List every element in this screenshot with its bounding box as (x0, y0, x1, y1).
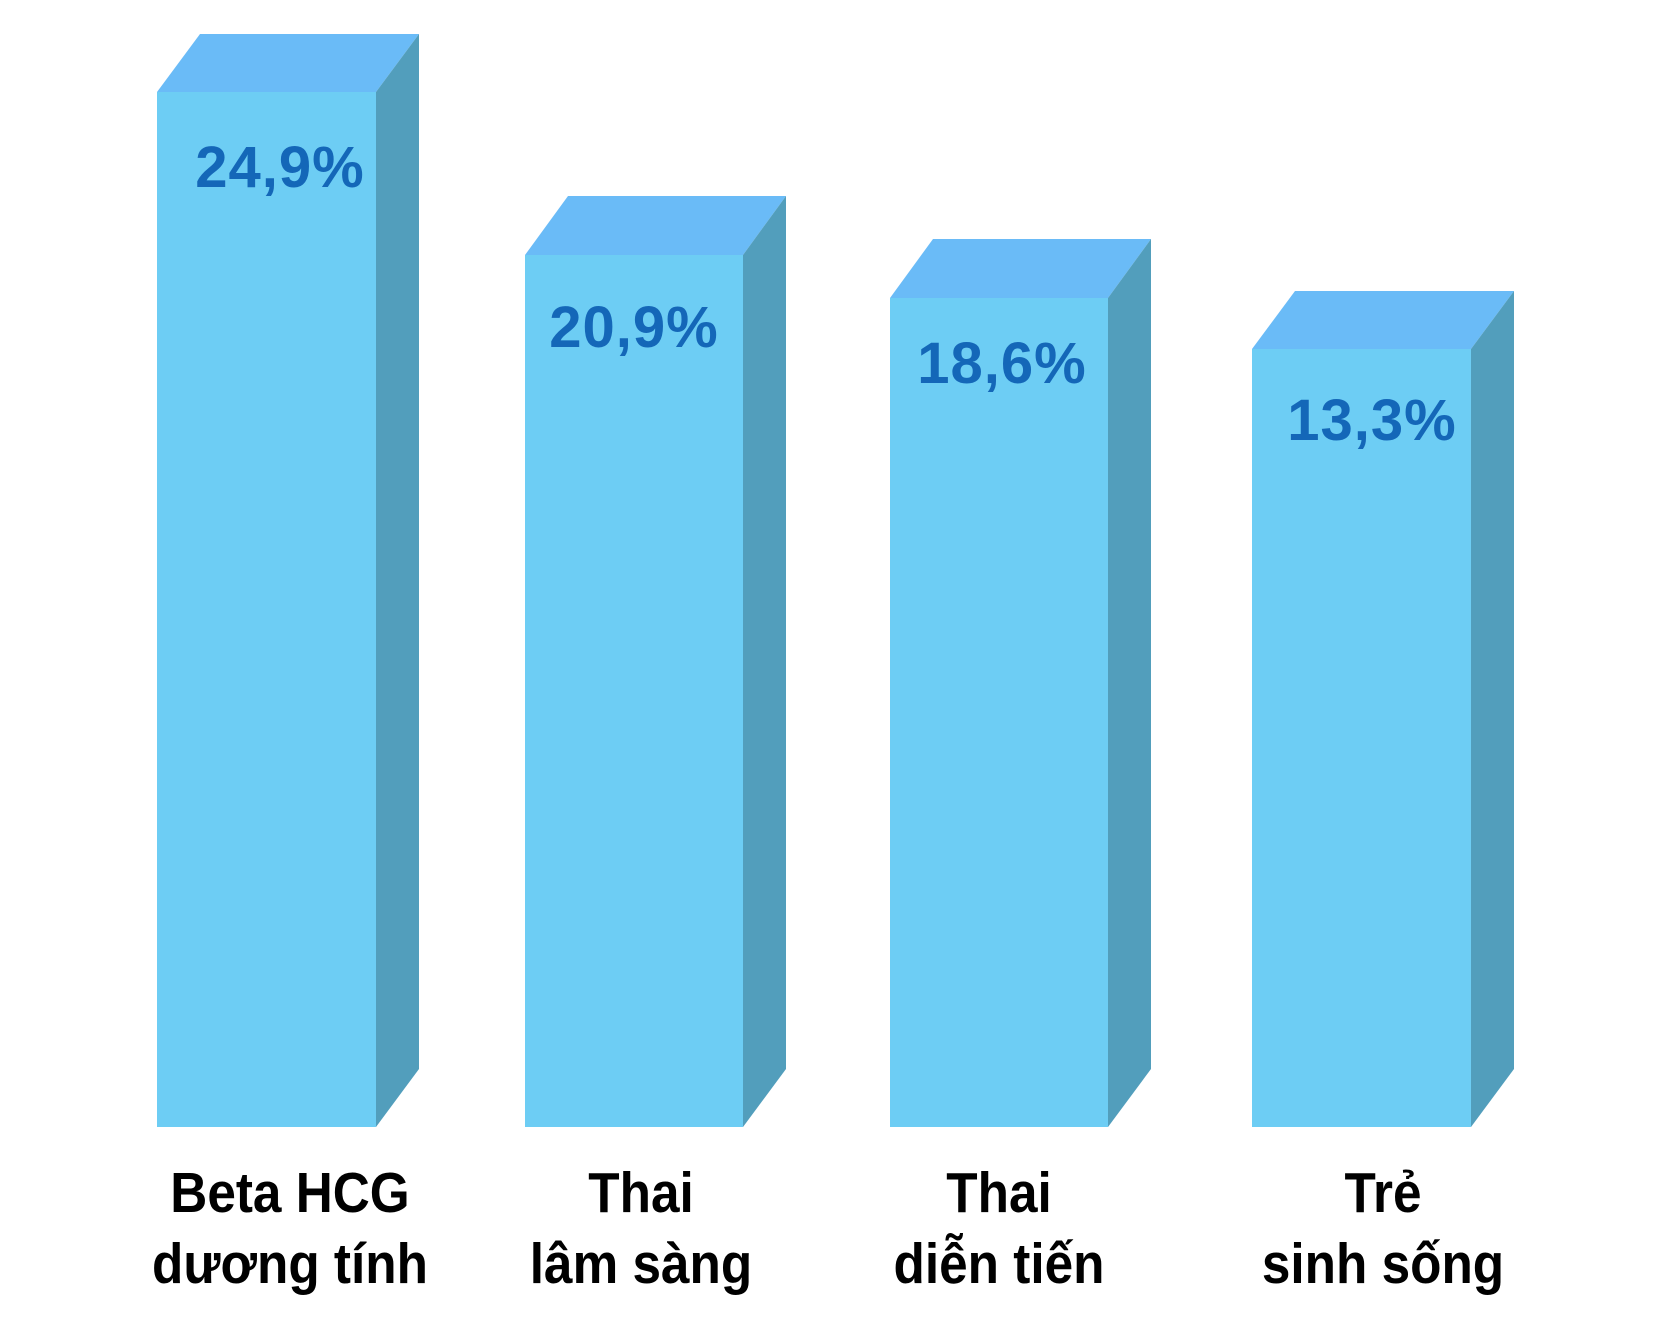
bar-thai-dien-tien (890, 239, 1151, 1127)
bar-thai-lam-sang (525, 196, 786, 1127)
category-label-line-1: Trẻ (1344, 1161, 1422, 1225)
category-label-line-2: dương tính (152, 1232, 428, 1296)
category-label-beta-hcg: Beta HCG dương tính (110, 1158, 470, 1300)
bar-top-face (890, 239, 1151, 298)
bar-front-face (890, 298, 1108, 1127)
bar-side-face (376, 34, 419, 1127)
bar-side-face (743, 196, 786, 1127)
value-label-thai-lam-sang: 20,9% (549, 295, 719, 360)
bar-top-face (157, 34, 419, 92)
category-label-line-1: Thai (946, 1161, 1052, 1225)
category-label-thai-lam-sang: Thai lâm sàng (461, 1158, 821, 1300)
category-label-tre-sinh-song: Trẻ sinh sống (1203, 1158, 1563, 1300)
value-label-beta-hcg: 24,9% (195, 135, 365, 200)
bar-side-face (1471, 291, 1514, 1127)
value-label-thai-dien-tien: 18,6% (917, 331, 1087, 396)
bar-top-face (1252, 291, 1514, 349)
bar-front-face (525, 255, 743, 1127)
category-label-line-2: lâm sàng (529, 1232, 753, 1296)
bar-front-face (157, 92, 376, 1127)
category-label-line-2: diễn tiến (893, 1232, 1105, 1296)
bar-front-face (1252, 349, 1471, 1127)
category-label-line-1: Beta HCG (170, 1161, 410, 1225)
bar-beta-hcg (157, 34, 419, 1127)
value-label-tre-sinh-song: 13,3% (1287, 388, 1457, 453)
category-label-line-1: Thai (588, 1161, 694, 1225)
bar-top-face (525, 196, 786, 255)
bar-side-face (1108, 239, 1151, 1127)
category-label-line-2: sinh sống (1261, 1232, 1505, 1296)
bar-tre-sinh-song (1252, 291, 1514, 1127)
category-label-thai-dien-tien: Thai diễn tiến (819, 1158, 1179, 1300)
